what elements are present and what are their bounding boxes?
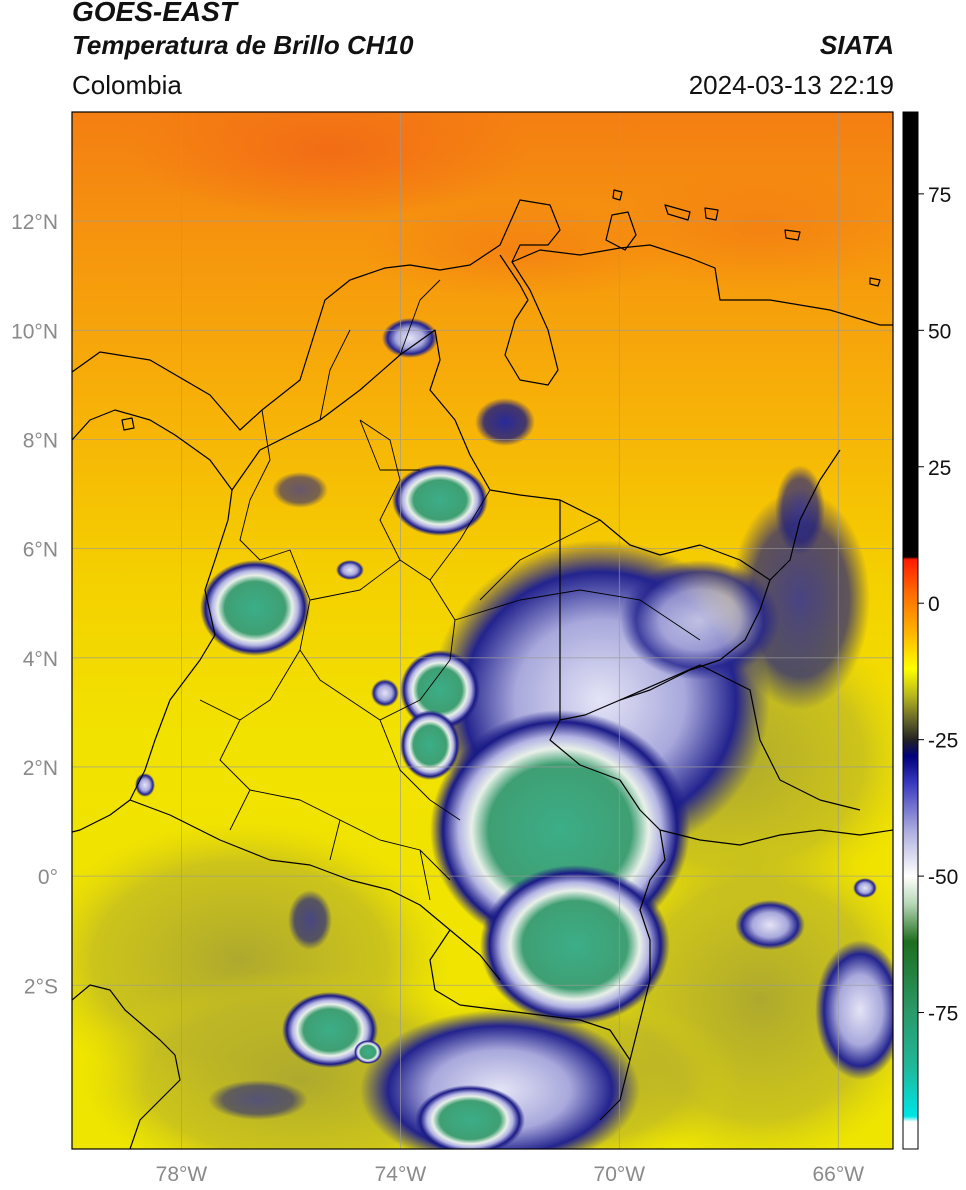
- colorbar-tick-label: 50: [928, 320, 951, 343]
- colorbar-ticks: 75 50 25 0 -25 -50 -75: [918, 184, 958, 1026]
- colorbar-tick-label: 75: [928, 184, 951, 207]
- venezuela-coastline: [511, 244, 893, 326]
- lon-tick-label: 74°W: [375, 1163, 427, 1186]
- imagery-layer: [72, 112, 893, 1149]
- map-frame: [71, 111, 894, 1150]
- region-label: Colombia: [72, 70, 182, 100]
- island-2: [704, 207, 719, 221]
- peru-colombia-border: [429, 929, 631, 1061]
- colorbar-tick-label: -50: [928, 866, 958, 889]
- caribbean-coastline: [72, 199, 561, 431]
- lon-tick-label: 78°W: [156, 1163, 208, 1186]
- product-title: Temperatura de Brillo CH10: [72, 30, 414, 60]
- lat-tick-label: 2°N: [23, 757, 58, 780]
- venezuela-east-border: [769, 449, 841, 581]
- graticule: [72, 112, 893, 1149]
- colorbar-tick-label: 25: [928, 457, 951, 480]
- venezuela-interior-2: [619, 664, 861, 811]
- island-5: [869, 277, 881, 287]
- colorbar-tick-label: -75: [928, 1003, 958, 1026]
- colombia-border: [231, 329, 771, 1121]
- paraguana-outline: [605, 211, 637, 251]
- lat-tick-label: 4°N: [23, 648, 58, 671]
- lat-tick-label: 2°S: [24, 975, 58, 998]
- political-boundaries: [72, 189, 893, 1149]
- agency-label: SIATA: [819, 30, 894, 60]
- colorbar: [902, 111, 919, 1150]
- ecuador-peru-coastline: [72, 984, 181, 1149]
- department-lines: [199, 279, 701, 901]
- lat-tick-label: 8°N: [23, 429, 58, 452]
- ecuador-colombia-border: [129, 799, 501, 981]
- colorbar-tick-label: 0: [928, 593, 940, 616]
- lat-tick-label: 0°: [38, 866, 58, 889]
- datetime-label: 2024-03-13 22:19: [688, 70, 894, 100]
- latitude-labels: 12°N 10°N 8°N 6°N 4°N 2°N 0° 2°S: [11, 211, 58, 998]
- satellite-title: GOES-EAST: [72, 0, 237, 27]
- island-4: [612, 189, 623, 201]
- lat-tick-label: 10°N: [11, 320, 58, 343]
- lat-tick-label: 6°N: [23, 539, 58, 562]
- lon-tick-label: 66°W: [812, 1163, 864, 1186]
- island-6: [121, 417, 135, 431]
- lon-tick-label: 70°W: [594, 1163, 646, 1186]
- lat-tick-label: 12°N: [11, 211, 58, 234]
- brazil-venezuela-border: [659, 829, 893, 846]
- island-3: [784, 229, 801, 241]
- island-1: [664, 204, 691, 221]
- colorbar-tick-label: -25: [928, 730, 958, 753]
- longitude-labels: 78°W 74°W 70°W 66°W: [156, 1163, 865, 1186]
